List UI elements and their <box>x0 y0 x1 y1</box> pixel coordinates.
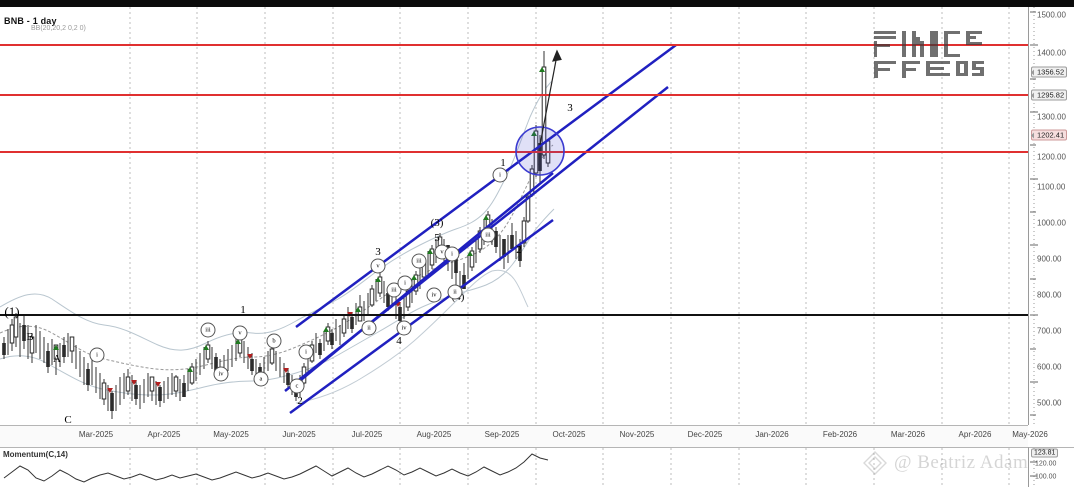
wave-label: 4 <box>396 335 402 347</box>
top-black-bar <box>0 0 1074 7</box>
subwave-label: v <box>370 258 386 274</box>
horizontal-resistance-lines <box>0 44 1028 153</box>
price-chart-panel[interactable]: BNB - 1 day BB(20,20,2 0,2 0) <box>0 7 1029 426</box>
date-tick: Aug-2025 <box>416 430 452 439</box>
momentum-tick: 100.00 <box>1035 473 1057 481</box>
projection-arrow <box>539 49 562 146</box>
price-tick: 700.00 <box>1037 326 1062 336</box>
breakout-highlight-circle <box>515 126 565 176</box>
subwave-label: i <box>298 344 314 360</box>
subwave-label: iii <box>480 227 496 243</box>
subwave-label: i <box>492 167 508 183</box>
wave-label: 3 <box>375 246 381 258</box>
diamond-icon <box>862 450 888 476</box>
symbol-title: BNB - 1 day <box>4 16 57 26</box>
wave-label: 3 <box>567 102 573 114</box>
date-tick: Apr-2026 <box>958 430 992 439</box>
date-tick: Mar-2025 <box>78 430 114 439</box>
date-tick: Feb-2026 <box>822 430 858 439</box>
momentum-axis[interactable]: 120.00 100.00 123.81 <box>1028 447 1074 487</box>
date-tick: May-2026 <box>1012 430 1048 439</box>
subwave-label: iv <box>426 287 442 303</box>
bollinger-indicator-label: BB(20,20,2 0,2 0) <box>31 25 86 32</box>
date-tick: Dec-2025 <box>687 430 723 439</box>
bollinger-lower-band <box>0 208 555 396</box>
author-watermark: @ Beatriz Adam <box>862 450 1028 476</box>
momentum-title: Momentum(C,14) <box>3 450 68 459</box>
subwave-label: b <box>266 333 282 349</box>
subwave-label: i <box>397 275 413 291</box>
price-tag: 1295.82 <box>1030 89 1068 101</box>
subwave-label: iv <box>213 366 229 382</box>
subwave-label: i <box>444 246 460 262</box>
date-tick: May-2025 <box>213 430 249 439</box>
watermark-text: @ Beatriz Adam <box>894 452 1029 473</box>
price-axis[interactable]: 1500.00 1400.00 1300.00 1200.00 1100.00 … <box>1028 7 1074 425</box>
date-tick: Oct-2025 <box>552 430 586 439</box>
price-tick: 1300.00 <box>1037 112 1066 122</box>
buy-markers <box>53 67 545 372</box>
wave-label: 1 <box>240 304 246 316</box>
trend-channel-lines <box>284 43 677 415</box>
momentum-tick: 120.00 <box>1035 460 1057 468</box>
subwave-label: ii <box>447 284 463 300</box>
subwave-label: a <box>253 371 269 387</box>
price-tick: 1400.00 <box>1037 48 1066 58</box>
momentum-line <box>3 453 549 483</box>
price-tick: 800.00 <box>1037 290 1062 300</box>
financefeeds-logo <box>874 23 986 79</box>
price-tick: 1000.00 <box>1037 218 1066 228</box>
price-tick: 1200.00 <box>1037 152 1066 162</box>
price-tag: 1202.41 <box>1030 129 1068 141</box>
bollinger-upper-band <box>0 80 553 351</box>
price-tick: 500.00 <box>1037 398 1062 408</box>
date-tick: Apr-2025 <box>147 430 181 439</box>
momentum-value-tag: 123.81 <box>1031 448 1059 458</box>
date-tick: Jul-2025 <box>351 430 383 439</box>
date-tick: Jun-2025 <box>282 430 316 439</box>
subwave-label: c <box>289 378 305 394</box>
subwave-label: iii <box>200 322 216 338</box>
momentum-axis-ruler <box>1030 448 1037 487</box>
wave-label: 2 <box>297 395 303 407</box>
wave-label: (3) <box>430 217 444 229</box>
momentum-panel[interactable]: Momentum(C,14) <box>0 447 1029 487</box>
subwave-label: iv <box>396 320 412 336</box>
wave-label: C <box>64 414 72 426</box>
secondary-indicator-line <box>295 269 529 404</box>
price-tick: 1100.00 <box>1037 182 1066 192</box>
wave-label: 5 <box>434 232 440 244</box>
subwave-label: i <box>89 347 105 363</box>
price-axis-ruler <box>1030 7 1038 425</box>
wave-label: A <box>53 353 61 365</box>
wave-label: 1 <box>500 157 506 169</box>
price-tick: 1500.00 <box>1037 10 1066 20</box>
price-chart-svg <box>0 7 1028 425</box>
date-axis[interactable]: Mar-2025 Apr-2025 May-2025 Jun-2025 Jul-… <box>0 425 1048 449</box>
date-tick: Nov-2025 <box>619 430 655 439</box>
date-tick: Sep-2025 <box>484 430 520 439</box>
price-tag: 1356.52 <box>1030 66 1068 78</box>
price-tick: 900.00 <box>1037 254 1062 264</box>
subwave-label: v <box>232 325 248 341</box>
subwave-label: iii <box>411 253 427 269</box>
price-tick: 600.00 <box>1037 362 1062 372</box>
wave-label: (1) <box>4 304 20 319</box>
wave-label: 2 <box>516 244 522 256</box>
wave-label: B <box>26 331 34 343</box>
subwave-label: ii <box>361 320 377 336</box>
date-tick: Jan-2026 <box>755 430 789 439</box>
date-tick: Mar-2026 <box>890 430 926 439</box>
momentum-svg <box>3 448 1010 487</box>
